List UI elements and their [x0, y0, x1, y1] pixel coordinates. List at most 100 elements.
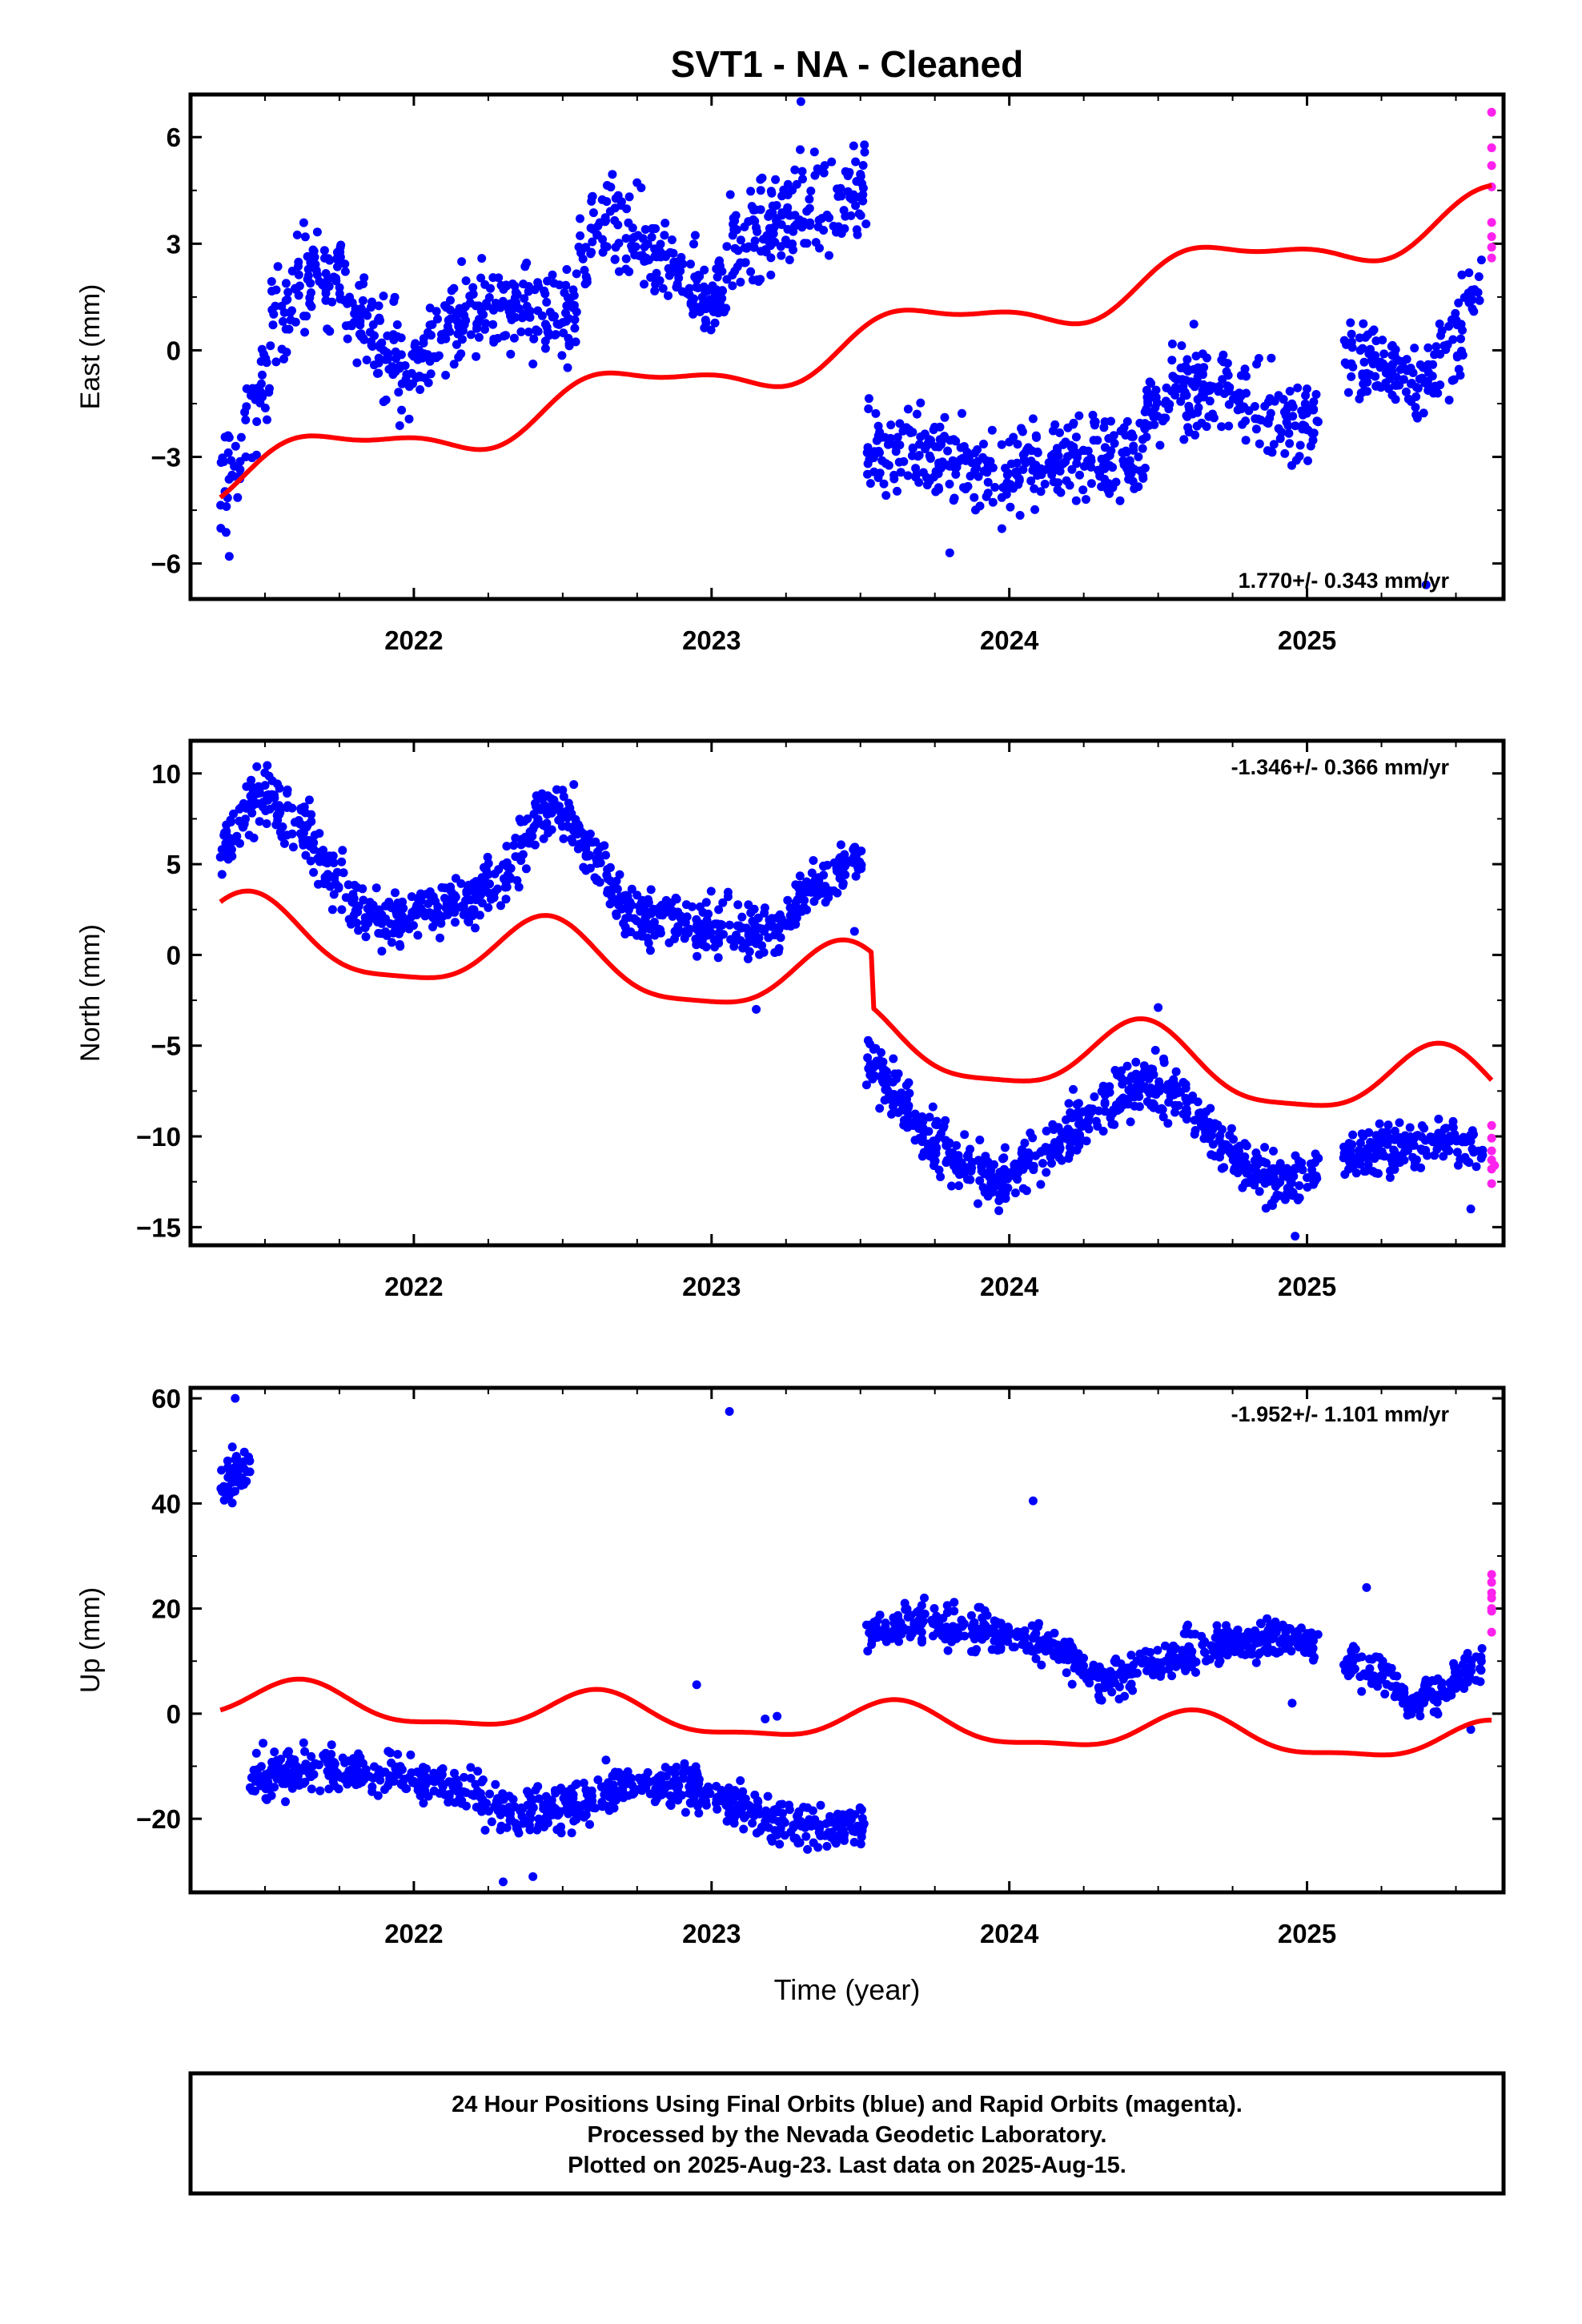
- north-final-orbit-point: [974, 1156, 984, 1166]
- east-final-orbit-point: [713, 308, 723, 318]
- north-final-orbit-point: [263, 761, 272, 770]
- east-final-orbit-point: [1124, 475, 1134, 484]
- north-final-orbit-point: [1126, 1092, 1135, 1102]
- up-final-orbit-point: [383, 1781, 393, 1791]
- east-final-orbit-point: [1418, 363, 1427, 372]
- up-final-orbit-point: [1024, 1642, 1034, 1651]
- east-final-orbit-point: [686, 300, 696, 309]
- up-final-orbit-point: [252, 1768, 262, 1778]
- north-final-orbit-point: [698, 927, 708, 937]
- up-final-orbit-point: [472, 1787, 482, 1795]
- east-final-orbit-point: [396, 350, 406, 360]
- up-final-orbit-point: [1357, 1687, 1367, 1696]
- east-final-orbit-point: [1475, 296, 1484, 305]
- up-final-orbit-outlier: [1287, 1699, 1297, 1708]
- up-final-orbit-point: [930, 1604, 939, 1613]
- north-final-orbit-point: [1018, 1184, 1028, 1193]
- up-final-orbit-point: [601, 1755, 611, 1765]
- north-final-orbit-point: [750, 933, 760, 943]
- east-final-orbit-point: [970, 493, 979, 502]
- north-final-orbit-point: [963, 1175, 972, 1184]
- north-final-orbit-point: [1478, 1150, 1488, 1160]
- up-final-orbit-point: [967, 1623, 977, 1633]
- east-final-orbit-point: [771, 175, 781, 184]
- east-final-orbit-point: [1359, 379, 1368, 388]
- north-final-orbit-point: [695, 919, 705, 928]
- east-final-orbit-point: [864, 404, 873, 413]
- east-final-orbit-point: [1089, 436, 1098, 445]
- north-final-orbit-point: [1134, 1080, 1144, 1089]
- east-final-orbit-point: [392, 320, 402, 329]
- east-final-orbit-point: [1402, 355, 1411, 364]
- north-final-orbit-point: [607, 892, 616, 902]
- east-rapid-orbit-point: [1487, 253, 1496, 263]
- up-final-orbit-point: [436, 1766, 446, 1775]
- up-final-orbit-point: [830, 1836, 840, 1846]
- north-final-orbit-point: [489, 893, 499, 903]
- east-final-orbit-point: [792, 219, 801, 229]
- east-final-orbit-point: [785, 255, 794, 264]
- north-final-orbit-point: [501, 895, 511, 904]
- up-final-orbit-point: [942, 1601, 952, 1610]
- north-final-orbit-point: [1206, 1104, 1215, 1113]
- east-final-orbit-point: [1014, 476, 1024, 485]
- up-final-orbit-point: [393, 1750, 403, 1759]
- east-final-orbit-point: [460, 302, 470, 312]
- up-final-orbit-point: [1074, 1649, 1083, 1659]
- up-final-orbit-point: [251, 1748, 261, 1758]
- east-final-orbit-point: [1111, 477, 1121, 487]
- up-final-orbit-point: [1160, 1641, 1170, 1651]
- north-final-orbit-point: [844, 858, 853, 867]
- east-final-orbit-point: [889, 470, 899, 480]
- north-final-orbit-point: [583, 850, 592, 859]
- north-final-orbit-point: [547, 825, 556, 834]
- north-final-orbit-point: [986, 1165, 996, 1175]
- up-final-orbit-point: [845, 1808, 855, 1818]
- north-final-orbit-point: [428, 923, 437, 931]
- east-final-orbit-point: [440, 301, 449, 311]
- up-final-orbit-point: [606, 1791, 616, 1801]
- east-final-orbit-point: [381, 395, 391, 404]
- east-final-orbit-point: [362, 356, 371, 364]
- east-final-orbit-point: [846, 211, 856, 220]
- up-final-orbit-point: [1020, 1626, 1030, 1635]
- north-final-orbit-point: [1291, 1164, 1299, 1173]
- east-final-orbit-point: [1182, 355, 1192, 364]
- east-final-orbit-point: [877, 456, 887, 465]
- north-final-orbit-point: [1000, 1143, 1010, 1152]
- east-final-orbit-point: [700, 265, 709, 275]
- east-final-orbit-point: [914, 440, 924, 449]
- up-final-orbit-point: [282, 1749, 291, 1759]
- up-final-orbit-point: [674, 1781, 684, 1791]
- up-final-orbit-point: [1199, 1647, 1209, 1657]
- north-final-orbit-point: [954, 1181, 964, 1191]
- north-final-orbit-point: [927, 1148, 937, 1158]
- up-final-orbit-point: [1050, 1628, 1059, 1638]
- up-final-orbit-point: [863, 1647, 873, 1656]
- east-final-orbit-point: [1184, 401, 1194, 411]
- east-final-orbit-point: [858, 161, 868, 170]
- east-final-orbit-point: [1419, 408, 1428, 418]
- north-final-orbit-point: [1118, 1080, 1127, 1089]
- up-final-orbit-point: [1405, 1695, 1415, 1705]
- east-final-orbit-point: [757, 247, 765, 256]
- east-final-orbit-point: [756, 186, 765, 195]
- up-final-orbit-point: [487, 1817, 496, 1827]
- up-final-orbit-point: [1202, 1656, 1211, 1666]
- north-final-orbit-point: [997, 1178, 1006, 1188]
- north-final-orbit-point: [612, 909, 621, 919]
- east-final-orbit-point: [519, 279, 528, 289]
- east-final-orbit-point: [749, 215, 758, 224]
- east-final-orbit-point: [798, 175, 807, 184]
- north-final-orbit-point: [397, 925, 407, 935]
- east-rapid-orbit-point: [1487, 143, 1496, 153]
- north-final-orbit-point: [404, 924, 414, 934]
- east-final-orbit-point: [358, 296, 367, 305]
- east-final-orbit-point: [1302, 408, 1311, 418]
- east-final-orbit-point: [895, 440, 905, 450]
- east-final-orbit-point: [749, 243, 759, 252]
- up-final-orbit-point: [652, 1794, 661, 1803]
- north-final-orbit-point: [1430, 1151, 1439, 1160]
- east-final-orbit-point: [419, 334, 428, 344]
- up-final-orbit-point: [408, 1778, 418, 1787]
